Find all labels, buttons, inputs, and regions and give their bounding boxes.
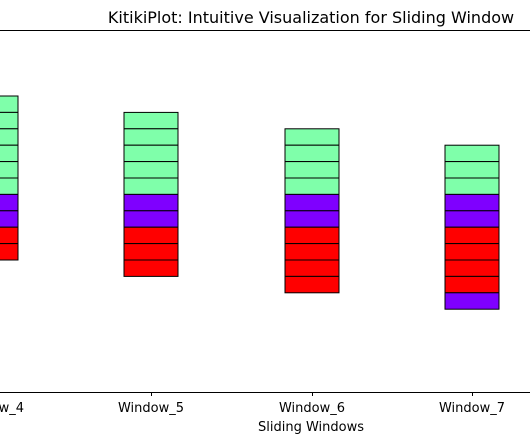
- x-axis-label: Sliding Windows: [258, 420, 364, 435]
- x-ticks: Window_4 Window_5 Window_6 Window_7: [0, 392, 505, 416]
- window-column-3: [284, 128, 340, 294]
- window-cell-green: [284, 128, 340, 146]
- window-column-1: [0, 95, 19, 261]
- window-cell-green: [0, 161, 19, 179]
- window-cell-purple: [284, 193, 340, 212]
- window-cell-green: [0, 128, 19, 146]
- window-cell-purple: [444, 210, 500, 228]
- window-cell-red: [444, 226, 500, 245]
- window-column-4: [444, 144, 500, 310]
- window-cell-red: [123, 243, 179, 261]
- window-cell-green: [123, 161, 179, 179]
- window-cell-red: [0, 243, 19, 261]
- window-cell-green: [284, 144, 340, 163]
- window-cell-red: [0, 226, 19, 245]
- x-tick-label: Window_7: [439, 401, 505, 416]
- window-cell-red: [444, 243, 500, 261]
- window-cell-purple: [444, 193, 500, 212]
- chart-title: KitikiPlot: Intuitive Visualization for …: [108, 8, 514, 27]
- window-cell-green: [123, 128, 179, 146]
- window-cell-green: [0, 95, 19, 113]
- window-cell-red: [123, 226, 179, 245]
- window-cell-purple: [444, 292, 500, 310]
- window-cell-green: [284, 177, 340, 195]
- window-cell-green: [0, 111, 19, 130]
- window-cell-purple: [284, 210, 340, 228]
- window-cell-green: [444, 177, 500, 195]
- window-cell-green: [123, 177, 179, 195]
- window-cell-green: [123, 111, 179, 130]
- window-cell-purple: [0, 210, 19, 228]
- window-cell-red: [284, 259, 340, 277]
- window-cell-purple: [0, 193, 19, 212]
- window-cell-red: [444, 275, 500, 294]
- window-cell-red: [284, 226, 340, 245]
- window-cell-green: [0, 177, 19, 195]
- window-cell-green: [444, 161, 500, 179]
- window-column-2: [123, 111, 179, 277]
- window-cell-purple: [123, 193, 179, 212]
- window-cell-purple: [123, 210, 179, 228]
- x-tick-label: Window_4: [0, 401, 24, 416]
- window-cell-red: [284, 243, 340, 261]
- window-cell-green: [284, 161, 340, 179]
- window-cell-green: [123, 144, 179, 163]
- x-tick-label: Window_5: [118, 401, 184, 416]
- window-cell-red: [284, 275, 340, 294]
- window-cell-red: [123, 259, 179, 277]
- x-tick-label: Window_6: [279, 401, 345, 416]
- window-cell-green: [0, 144, 19, 163]
- window-cell-red: [444, 259, 500, 277]
- window-cell-green: [444, 144, 500, 163]
- bars-layer: [0, 95, 500, 310]
